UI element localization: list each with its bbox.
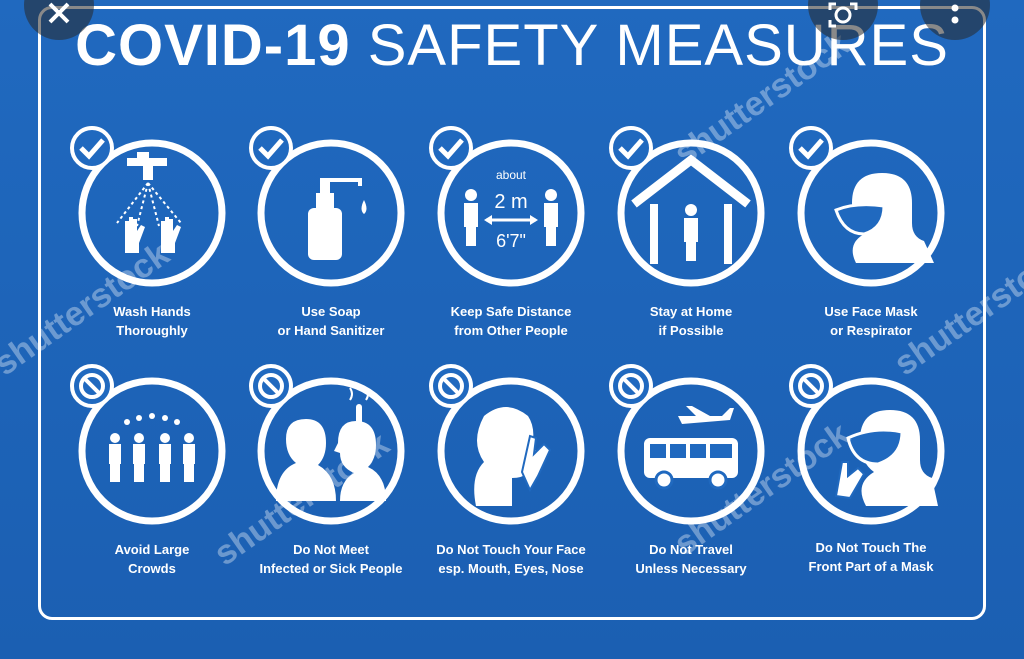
checkmark-icon (609, 126, 653, 170)
sick-person-icon (256, 376, 406, 526)
checkmark-icon (249, 126, 293, 170)
measure-caption: Do Not Touch Your Face esp. Mouth, Eyes, … (421, 540, 601, 578)
more-options-button[interactable] (920, 0, 990, 40)
caption-line1: Do Not Meet (293, 542, 369, 557)
caption-line2: or Respirator (830, 323, 912, 338)
prohibited-icon (789, 364, 833, 408)
face-mask-icon (796, 138, 946, 288)
caption-line2: if Possible (658, 323, 724, 338)
measure-caption: Keep Safe Distance from Other People (421, 302, 601, 340)
measure-caption: Avoid Large Crowds (62, 540, 242, 578)
caption-line1: Use Face Mask (824, 304, 918, 319)
caption-line1: Do Not Travel (649, 542, 733, 557)
close-icon (48, 2, 70, 24)
caption-line1: Keep Safe Distance (450, 304, 572, 319)
wash-hands-icon (77, 138, 227, 288)
lens-icon (828, 2, 858, 28)
caption-line2: Front Part of a Mask (808, 559, 934, 574)
title-bold: COVID-19 (75, 13, 351, 78)
measure-caption: Use Face Mask or Respirator (781, 302, 961, 340)
soap-bottle-icon (256, 138, 406, 288)
touch-mask-icon (796, 376, 946, 526)
caption-line2: or Hand Sanitizer (277, 323, 385, 338)
caption-line1: Do Not Touch The (815, 540, 927, 555)
measure-caption: Wash Hands Thoroughly (62, 302, 242, 340)
prohibited-icon (609, 364, 653, 408)
checkmark-icon (429, 126, 473, 170)
more-vert-icon (951, 4, 959, 24)
measure-caption: Stay at Home if Possible (601, 302, 781, 340)
caption-line2: from Other People (454, 323, 568, 338)
measure-caption: Do Not Travel Unless Necessary (601, 540, 781, 578)
caption-line2: esp. Mouth, Eyes, Nose (438, 561, 584, 576)
caption-line1: Stay at Home (649, 304, 733, 319)
crowd-icon (77, 376, 227, 526)
caption-line2: Crowds (128, 561, 176, 576)
checkmark-icon (70, 126, 114, 170)
caption-line1: Wash Hands (113, 304, 191, 319)
checkmark-icon (789, 126, 833, 170)
poster-frame (38, 6, 986, 620)
caption-line1: Use Soap (301, 304, 361, 319)
caption-line1: Avoid Large (114, 542, 190, 557)
measure-caption: Use Soap or Hand Sanitizer (241, 302, 421, 340)
distance-imperial-label: 6'7" (496, 231, 526, 251)
prohibited-icon (429, 364, 473, 408)
prohibited-icon (249, 364, 293, 408)
prohibited-icon (70, 364, 114, 408)
distance-metric-label: 2 m (494, 191, 527, 213)
measure-caption: Do Not Meet Infected or Sick People (241, 540, 421, 578)
touch-face-icon (436, 376, 586, 526)
close-button[interactable] (24, 0, 94, 40)
caption-line2: Unless Necessary (635, 561, 747, 576)
caption-line2: Thoroughly (116, 323, 188, 338)
caption-line1: Do Not Touch Your Face (436, 542, 586, 557)
measure-caption: Do Not Touch The Front Part of a Mask (781, 538, 961, 576)
caption-line2: Infected or Sick People (259, 561, 403, 576)
social-distance-icon: about 2 m 6'7" (436, 138, 586, 288)
stay-home-icon (616, 138, 766, 288)
distance-about-label: about (496, 168, 527, 182)
lens-button[interactable] (808, 0, 878, 40)
travel-icon (616, 376, 766, 526)
